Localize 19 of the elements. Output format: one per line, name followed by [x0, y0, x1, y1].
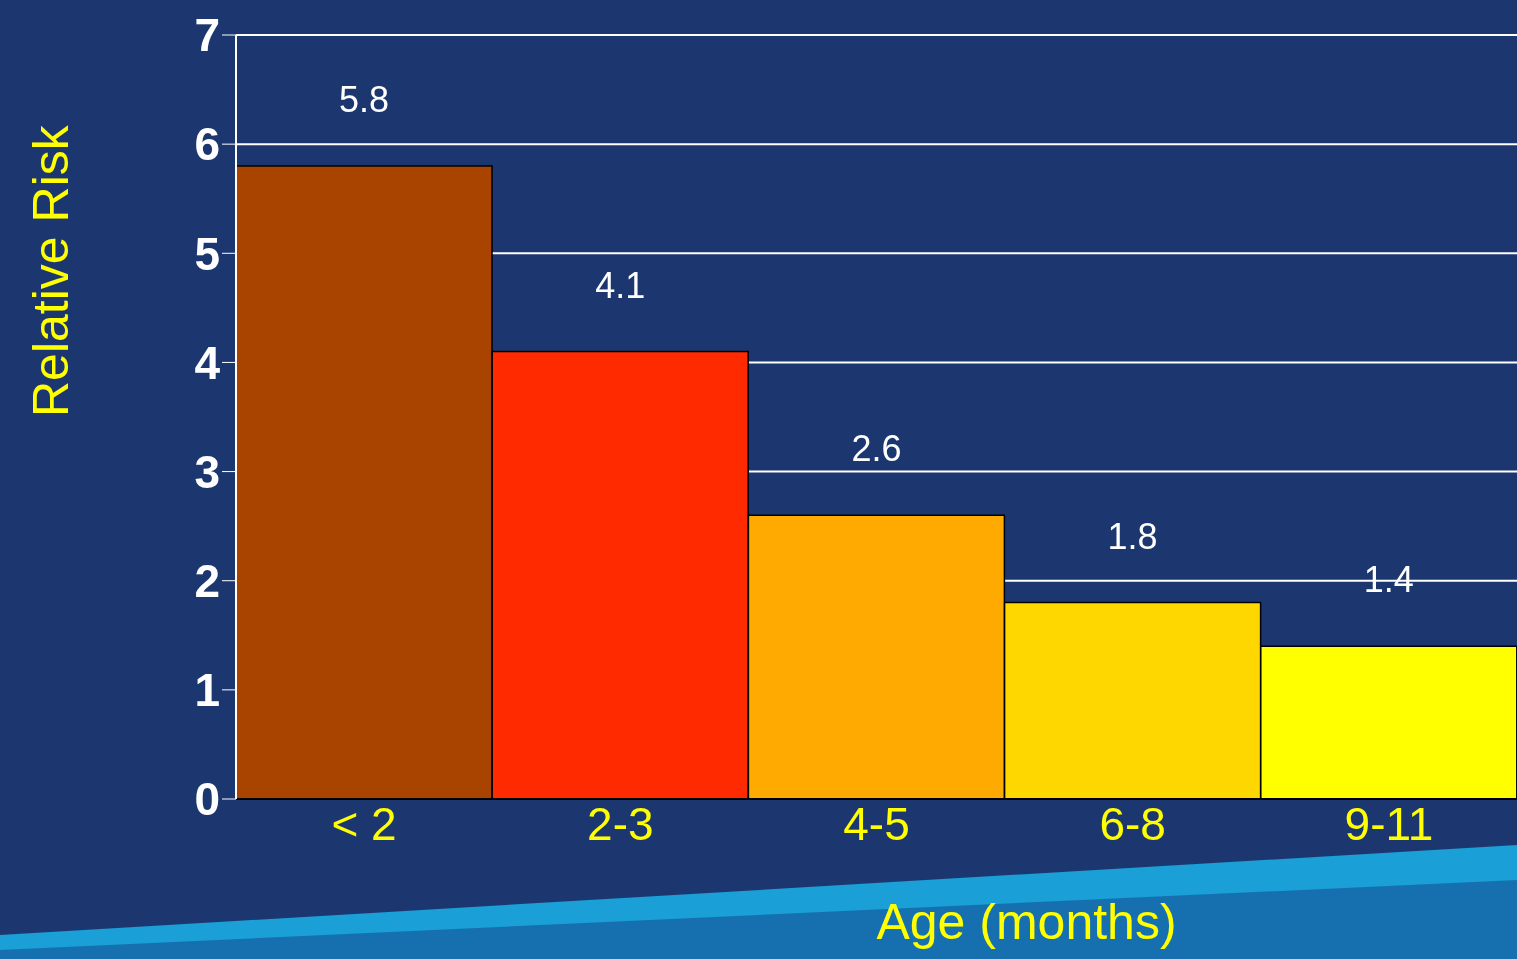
y-axis-title: Relative Risk: [22, 124, 79, 417]
x-axis-title: Age (months): [876, 894, 1177, 950]
y-tick-label: 2: [194, 555, 220, 608]
x-tick-label: < 2: [331, 797, 397, 850]
y-tick-label: 7: [194, 9, 220, 62]
data-label: 4.1: [595, 264, 646, 306]
y-tick-label: 1: [194, 664, 220, 717]
x-tick-label: 6-8: [1099, 797, 1166, 850]
data-label: 5.8: [338, 78, 390, 120]
x-tick-label: 4-5: [843, 797, 910, 850]
y-tick-label: 3: [194, 445, 220, 498]
y-tick-label: 5: [194, 227, 220, 280]
y-tick-label: 6: [194, 118, 220, 171]
y-tick-label: 4: [194, 336, 221, 389]
data-label: 1.8: [1107, 515, 1158, 557]
y-tick-label: 0: [194, 773, 220, 826]
x-tick-label: 9-11: [1344, 797, 1434, 850]
x-tick-label: 2-3: [587, 797, 654, 850]
data-label: 2.6: [851, 428, 902, 470]
